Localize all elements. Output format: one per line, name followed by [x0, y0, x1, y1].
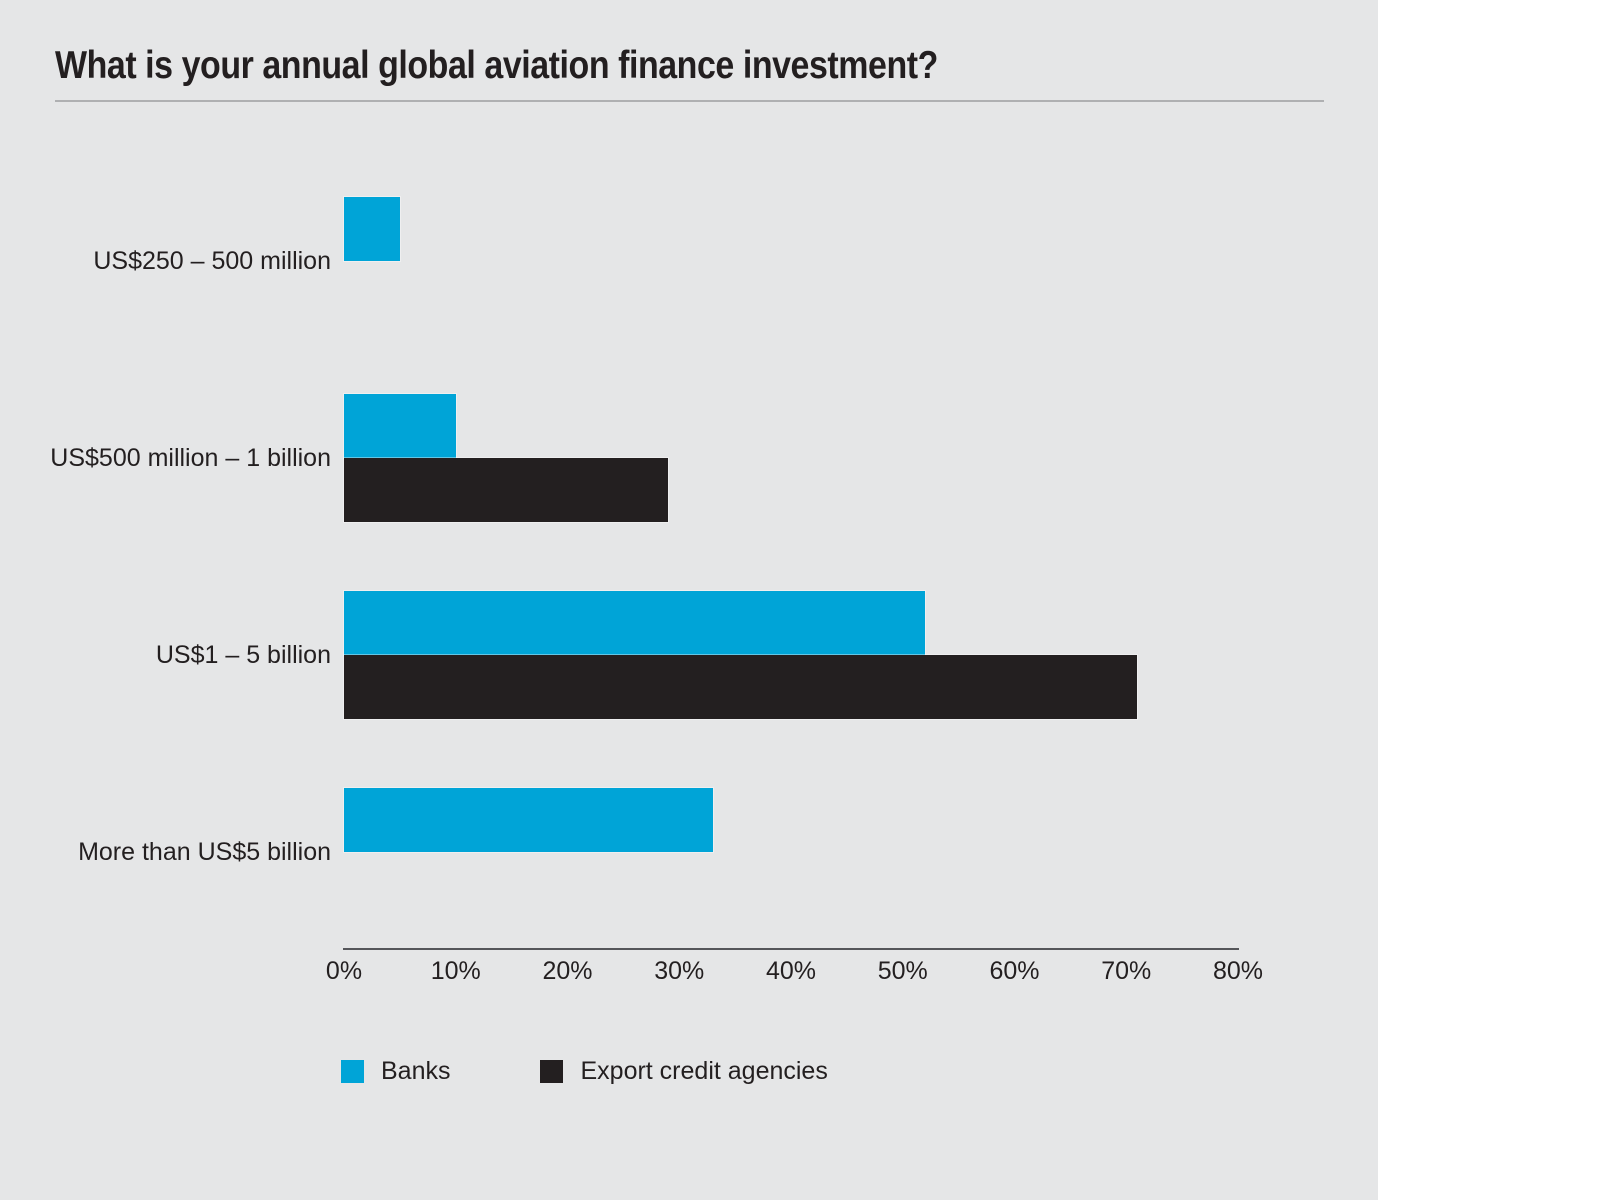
bar-export-credit-agencies — [344, 655, 1138, 719]
x-axis-tick-label: 0% — [325, 957, 363, 985]
x-axis-tick-label: 50% — [877, 957, 928, 985]
legend-swatch-icon — [341, 1060, 364, 1083]
legend-label: Export credit agencies — [580, 1057, 828, 1085]
x-axis-tick-label: 80% — [1212, 957, 1264, 985]
chart-row-us-1-5-billion: US$1 – 5 billion — [0, 591, 1378, 719]
x-axis-tick-label: 60% — [989, 957, 1040, 985]
bar-export-credit-agencies — [344, 458, 669, 522]
category-label: US$1 – 5 billion — [155, 640, 331, 669]
bar-banks — [344, 591, 926, 655]
x-axis-tick-label: 70% — [1101, 957, 1152, 985]
legend-swatch-icon — [540, 1060, 564, 1083]
bar-group — [344, 394, 1238, 522]
x-axis-tick-label: 20% — [542, 957, 593, 985]
bar-group — [344, 591, 1238, 719]
bar-group — [344, 197, 1238, 325]
legend-item-export-credit-agencies: Export credit agencies — [540, 1057, 828, 1086]
legend-label: Banks — [381, 1057, 451, 1085]
category-label: More than US$5 billion — [78, 837, 331, 866]
right-margin — [1378, 0, 1600, 1200]
x-axis-tick-label: 10% — [430, 957, 481, 985]
category-label: US$500 million – 1 billion — [50, 443, 331, 472]
x-axis-tick-label: 40% — [765, 957, 817, 985]
bar-banks — [344, 394, 456, 458]
x-axis-tick-label: 30% — [654, 957, 705, 985]
bar-chart: US$250 – 500 million US$500 million – 1 b… — [0, 197, 1378, 916]
chart-legend: Banks Export credit agencies — [341, 1057, 828, 1086]
bar-banks — [344, 788, 713, 852]
chart-row-us-500-million-1-billion: US$500 million – 1 billion — [0, 394, 1378, 522]
x-axis-line — [343, 948, 1239, 950]
title-rule — [55, 100, 1324, 102]
x-axis-tick-labels: 0% 10% 20% 30% 40% 50% 60% 70% 80% — [326, 957, 1263, 989]
chart-title: What is your annual global aviation fina… — [55, 44, 938, 87]
bar-banks — [344, 197, 400, 261]
bar-group — [344, 788, 1238, 916]
chart-row-more-than-us-5-billion: More than US$5 billion — [0, 788, 1378, 916]
legend-item-banks: Banks — [341, 1057, 450, 1086]
category-label: US$250 – 500 million — [93, 246, 331, 275]
chart-row-us-250-500-million: US$250 – 500 million — [0, 197, 1378, 325]
